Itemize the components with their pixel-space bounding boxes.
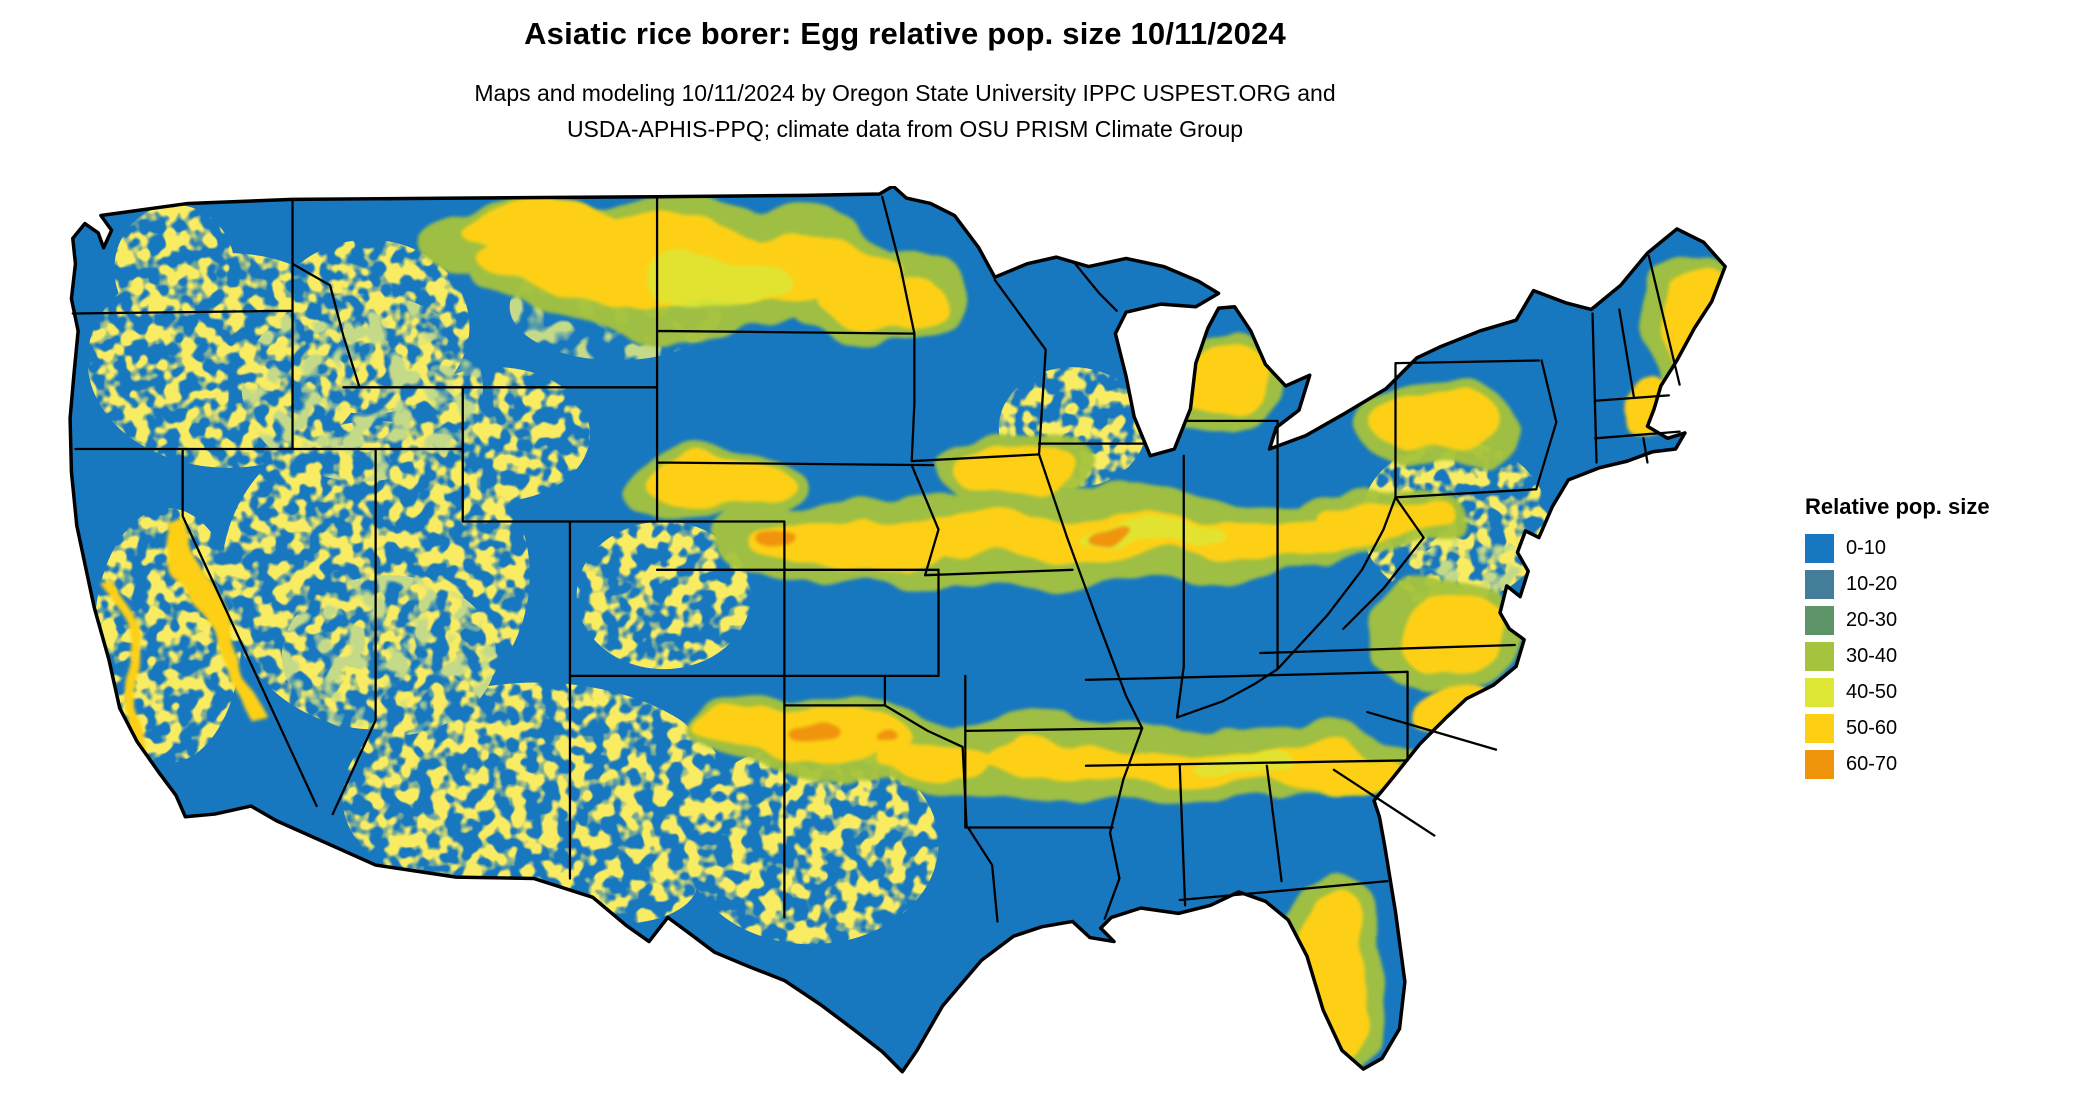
legend-swatch-10-20 [1805, 570, 1834, 599]
legend-label-10-20: 10-20 [1846, 573, 1898, 595]
legend-swatch-40-50 [1805, 678, 1834, 707]
subtitle-line-2: USDA-APHIS-PPQ; climate data from OSU PR… [566, 115, 1244, 142]
map-subtitle: Maps and modeling 10/11/2024 by Oregon S… [0, 76, 1810, 147]
legend-swatch-60-70 [1805, 750, 1834, 779]
legend-swatch-20-30 [1805, 606, 1834, 635]
legend-title: Relative pop. size [1805, 494, 1990, 519]
page-title: Asiatic rice borer: Egg relative pop. si… [524, 16, 1286, 51]
legend-swatch-0-10 [1805, 534, 1834, 563]
legend-label-0-10: 0-10 [1846, 537, 1887, 559]
legend-swatch-50-60 [1805, 714, 1834, 743]
legend-swatch-30-40 [1805, 642, 1834, 671]
legend-label-20-30: 20-30 [1846, 609, 1898, 631]
legend-row: 40-50 [1805, 678, 2095, 707]
legend-label-30-40: 30-40 [1846, 645, 1898, 667]
raster-orange-cores [765, 522, 1137, 749]
legend-label-60-70: 60-70 [1846, 753, 1898, 775]
map-legend: Relative pop. size 0-10 10-20 20-30 30-4… [1805, 494, 2095, 786]
subtitle-line-1: Maps and modeling 10/11/2024 by Oregon S… [474, 80, 1336, 106]
us-population-map [68, 186, 1727, 1074]
legend-row: 60-70 [1805, 750, 2095, 779]
legend-label-40-50: 40-50 [1846, 681, 1898, 703]
legend-row: 0-10 [1805, 534, 2095, 563]
map-header: Asiatic rice borer: Egg relative pop. si… [0, 16, 1810, 147]
legend-label-50-60: 50-60 [1846, 717, 1898, 739]
state-borders-west [71, 195, 968, 919]
state-borders-central [881, 195, 1409, 923]
legend-row: 10-20 [1805, 570, 2095, 599]
us-outline [68, 186, 1727, 1074]
legend-row: 30-40 [1805, 642, 2095, 671]
legend-row: 50-60 [1805, 714, 2095, 743]
legend-row: 20-30 [1805, 606, 2095, 635]
